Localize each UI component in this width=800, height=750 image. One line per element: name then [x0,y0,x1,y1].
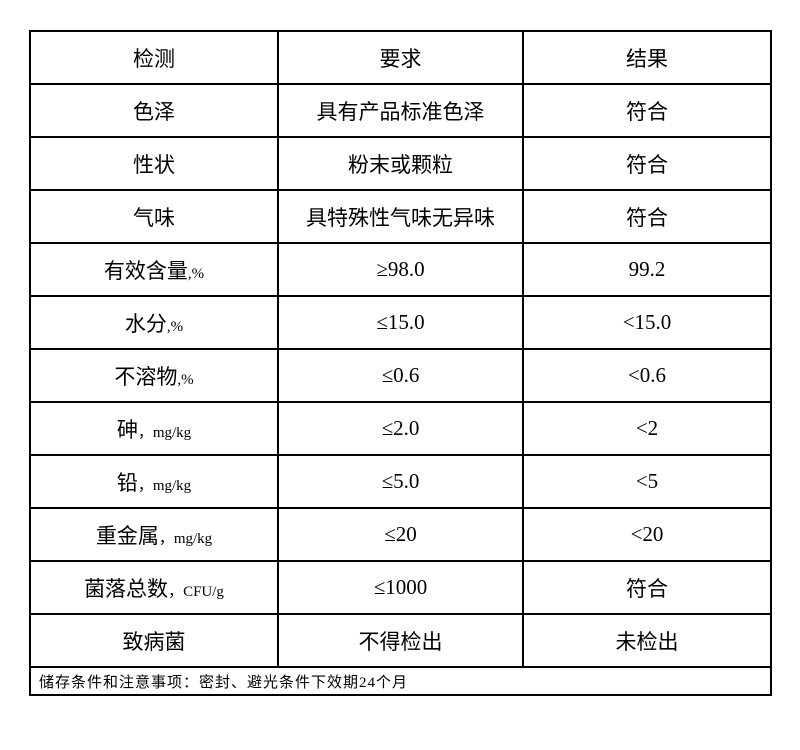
item-unit: ,% [177,371,194,388]
requirement-cell: 具有产品标准色泽 [277,83,524,138]
item-unit: ,% [187,265,205,282]
item-name: 不溶物 [114,364,178,389]
header-requirement: 要求 [277,30,524,85]
item-name: 色泽 [133,99,175,124]
item-name: 砷 [116,417,138,442]
table-row: 铅，mg/kg ≤5.0 <5 [29,454,772,509]
requirement-cell: ≤2.0 [277,401,524,456]
test-item: 有效含量,% [29,242,279,297]
item-name: 铅 [116,470,138,495]
test-item: 重金属，mg/kg [29,507,279,562]
quality-test-table: 检测 要求 结果 色泽 具有产品标准色泽 符合 性状 粉末或颗粒 符合 气味 具特殊性气味无异… [29,30,772,696]
requirement-cell: 具特殊性气味无异味 [277,189,524,244]
item-name: 重金属 [95,523,159,548]
result-cell: 符合 [522,189,772,244]
result-cell: <15.0 [522,295,772,350]
table-row: 不溶物,% ≤0.6 <0.6 [29,348,772,403]
table-row: 砷，mg/kg ≤2.0 <2 [29,401,772,456]
table-row: 致病菌 不得检出 未检出 [29,613,772,668]
result-cell: 99.2 [522,242,772,297]
requirement-cell: ≥98.0 [277,242,524,297]
footer-row: 储存条件和注意事项：密封、避光条件下效期24个月 [29,666,772,696]
requirement-cell: ≤1000 [277,560,524,615]
header-result: 结果 [522,30,772,85]
requirement-cell: 粉末或颗粒 [277,136,524,191]
result-cell: <2 [522,401,772,456]
requirement-cell: ≤0.6 [277,348,524,403]
table-row: 水分,% ≤15.0 <15.0 [29,295,772,350]
result-cell: <5 [522,454,772,509]
test-item: 铅，mg/kg [29,454,279,509]
test-item: 菌落总数，CFU/g [29,560,279,615]
requirement-cell: ≤20 [277,507,524,562]
test-item: 气味 [29,189,279,244]
item-name: 有效含量 [103,258,188,283]
result-cell: <0.6 [522,348,772,403]
item-name: 性状 [133,152,175,177]
requirement-cell: ≤15.0 [277,295,524,350]
table-header-row: 检测 要求 结果 [29,30,772,85]
item-unit: ，mg/kg [137,477,192,494]
test-item: 水分,% [29,295,279,350]
item-name: 水分 [124,311,167,336]
test-item: 色泽 [29,83,279,138]
requirement-cell: ≤5.0 [277,454,524,509]
item-name: 致病菌 [122,629,186,654]
item-name: 菌落总数 [84,576,169,601]
item-unit: ，mg/kg [158,530,213,547]
table-row: 气味 具特殊性气味无异味 符合 [29,189,772,244]
result-cell: <20 [522,507,772,562]
item-name: 气味 [133,205,175,230]
table-row: 性状 粉末或颗粒 符合 [29,136,772,191]
result-cell: 未检出 [522,613,772,668]
storage-note: 储存条件和注意事项：密封、避光条件下效期24个月 [29,666,772,696]
test-item: 砷，mg/kg [29,401,279,456]
result-cell: 符合 [522,83,772,138]
result-cell: 符合 [522,560,772,615]
header-test: 检测 [29,30,279,85]
requirement-cell: 不得检出 [277,613,524,668]
table-row: 重金属，mg/kg ≤20 <20 [29,507,772,562]
test-item: 致病菌 [29,613,279,668]
test-item: 不溶物,% [29,348,279,403]
table-row: 菌落总数，CFU/g ≤1000 符合 [29,560,772,615]
item-unit: ，mg/kg [137,424,192,441]
item-unit: ,% [166,318,184,335]
table-row: 有效含量,% ≥98.0 99.2 [29,242,772,297]
item-unit: ，CFU/g [168,583,224,600]
table-row: 色泽 具有产品标准色泽 符合 [29,83,772,138]
result-cell: 符合 [522,136,772,191]
test-item: 性状 [29,136,279,191]
